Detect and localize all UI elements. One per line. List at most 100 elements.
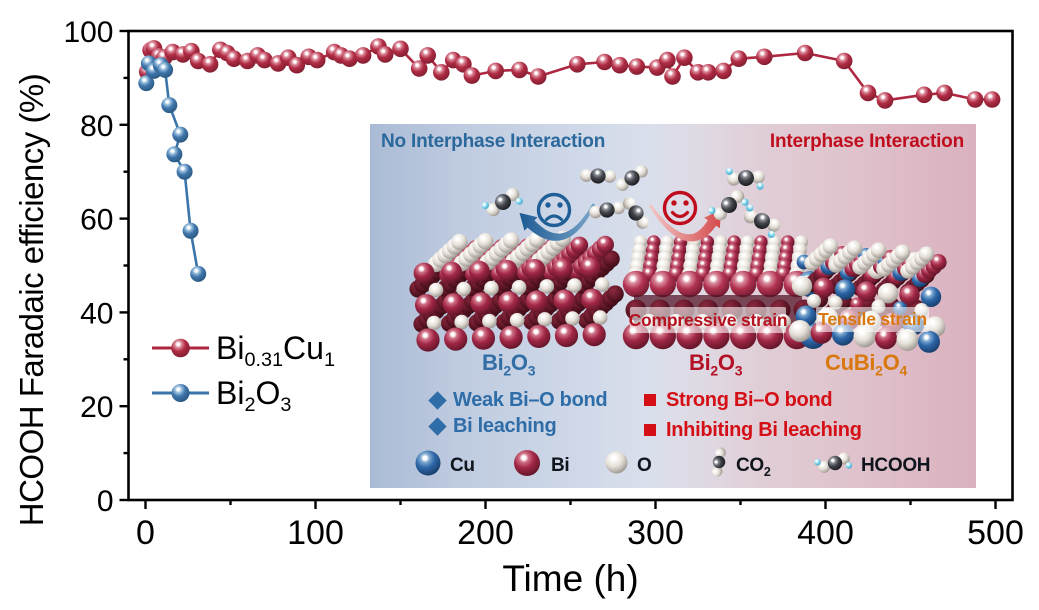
sad-face-icon [536, 192, 572, 228]
data-point [288, 56, 306, 74]
y-tick-label: 0 [97, 485, 114, 518]
x-tick-label: 100 [287, 514, 344, 552]
data-point [835, 52, 853, 70]
data-point [569, 56, 586, 73]
bullet-weak-bio-bond: Weak Bi–O bond [428, 389, 608, 411]
diamond-icon [428, 416, 447, 436]
data-point [628, 58, 646, 75]
bullet-text: Inhibiting Bi leaching [666, 419, 862, 441]
data-point [611, 56, 629, 74]
data-point [182, 222, 199, 239]
data-point [190, 265, 207, 282]
data-point [172, 126, 189, 143]
atom-label-co2: CO2 [736, 455, 771, 479]
compressive-strain-label: Compressive strain [628, 309, 788, 330]
inset-left-title: No Interphase Interaction [381, 131, 606, 152]
data-point [659, 51, 676, 69]
data-point [715, 62, 732, 80]
data-point [915, 86, 933, 104]
data-point [859, 84, 877, 102]
data-point [936, 84, 953, 102]
data-point [341, 50, 358, 67]
data-point [225, 50, 243, 67]
plot-area [138, 38, 1001, 282]
bullet-text: Bi leaching [453, 415, 557, 437]
data-point [161, 97, 178, 114]
data-point [410, 60, 428, 77]
left-slab-label: Bi2O3 [482, 350, 536, 379]
data-point [201, 56, 219, 73]
data-point [983, 91, 1001, 108]
x-tick-label: 400 [797, 514, 854, 552]
ticks [119, 29, 997, 509]
atom-legend-icons [415, 447, 853, 477]
left-slab-bi2o3 [409, 230, 624, 352]
data-point [463, 67, 481, 84]
x-axis-title: Time (h) [502, 558, 638, 599]
co2-molecule [589, 201, 625, 219]
right-slab-cubi2o4 [789, 238, 947, 353]
data-point [419, 47, 437, 64]
data-point [166, 146, 183, 163]
bullet-strong-bio-bond: Strong Bi–O bond [644, 389, 833, 411]
data-point [376, 46, 394, 63]
hcooh-molecule [743, 204, 781, 238]
data-point [730, 50, 748, 67]
data-point [699, 64, 717, 81]
y-tick-label: 80 [80, 110, 113, 143]
data-point [511, 61, 528, 79]
compressive-strain-badge: Compressive strain [628, 307, 788, 333]
y-axis-title: HCOOH Faradaic efficiency (%) [13, 74, 50, 527]
data-point [529, 68, 547, 85]
x-tick-labels: 0 100 200 300 400 500 [136, 514, 1024, 552]
y-tick-labels: 0 20 40 60 80 100 [63, 16, 113, 518]
x-tick-label: 200 [457, 514, 514, 552]
series-bi031cu1 [138, 38, 1001, 109]
x-tick-label: 0 [136, 514, 155, 552]
chart-legend: Bi0.31​Cu1​Bi2​O3​ [152, 330, 335, 416]
legend-entry-label: Bi0.31​Cu1​ [216, 330, 335, 371]
y-tick-label: 60 [80, 204, 113, 237]
atom-label-cu: Cu [450, 455, 475, 476]
y-tick-label: 100 [63, 16, 113, 49]
square-icon [644, 394, 656, 406]
series-bi2o3 [138, 55, 207, 282]
data-point [796, 44, 814, 62]
bullet-inhibiting-bi-leaching: Inhibiting Bi leaching [644, 420, 862, 440]
data-point [876, 92, 894, 109]
inset-illustration: No Interphase Interaction Interphase Int… [370, 124, 976, 488]
data-point [157, 61, 174, 78]
data-point [354, 47, 372, 64]
square-icon [644, 424, 656, 436]
data-point [308, 51, 326, 69]
data-point [664, 68, 681, 85]
data-point [176, 163, 193, 180]
data-point [392, 40, 409, 58]
diamond-icon [428, 390, 447, 410]
bullet-text: Weak Bi–O bond [453, 389, 608, 411]
y-tick-label: 20 [80, 391, 113, 424]
conversion-arrow [648, 204, 721, 242]
x-tick-label: 300 [627, 514, 684, 552]
data-point [596, 53, 613, 71]
y-tick-label: 40 [80, 297, 113, 330]
hcooh-molecule [708, 189, 749, 221]
x-tick-label: 500 [967, 514, 1024, 552]
hcooh-molecule [481, 187, 523, 217]
mid-slab-label: Bi2O3 [689, 350, 743, 379]
data-point [487, 62, 505, 80]
tensile-strain-label: Tensile strain [818, 309, 927, 329]
atom-label-o: O [637, 455, 652, 476]
bullet-text: Strong Bi–O bond [666, 389, 833, 411]
data-point [455, 56, 472, 73]
inset-right-title: Interphase Interaction [769, 131, 964, 152]
data-point [756, 48, 773, 66]
co2-molecule [622, 197, 650, 229]
data-point [966, 91, 984, 108]
atom-label-hcooh: HCOOH [861, 455, 931, 476]
right-slab-label: CuBi2O4 [825, 350, 907, 379]
data-point [138, 75, 155, 92]
co2-molecule [616, 164, 648, 192]
